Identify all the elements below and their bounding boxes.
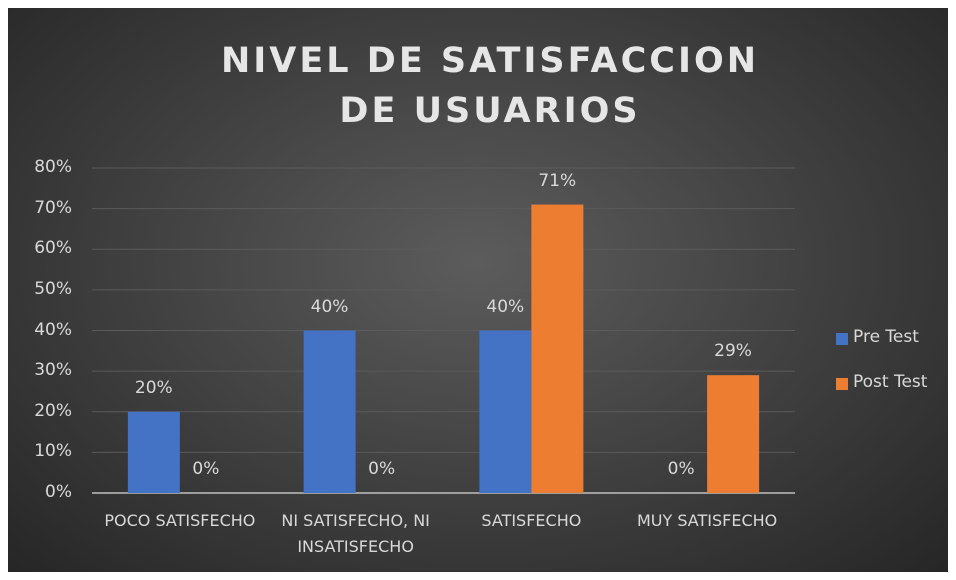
y-tick-label: 40% <box>34 319 72 340</box>
data-label: 40% <box>486 296 525 317</box>
chart-title: NIVEL DE SATISFACCION DE USUARIOS <box>220 41 760 131</box>
data-label: 0% <box>368 459 396 479</box>
legend-swatch <box>836 333 848 345</box>
plot <box>92 167 848 494</box>
data-label: 20% <box>134 377 173 398</box>
bar <box>127 411 180 493</box>
data-label: 0% <box>192 459 220 479</box>
legend-label: Post Test <box>853 372 928 392</box>
y-tick-label: 50% <box>34 278 72 299</box>
chart: NIVEL DE SATISFACCION DE USUARIOS 0% 10% 2… <box>8 8 948 572</box>
bar <box>531 204 584 493</box>
y-tick-label: 10% <box>34 441 72 462</box>
data-label: 0% <box>667 459 695 479</box>
legend-label: Pre Test <box>853 327 919 347</box>
x-tick-label: NI SATISFECHO, NI INSATISFECHO <box>281 511 430 556</box>
bar <box>303 330 356 493</box>
y-tick-label: 70% <box>34 197 72 218</box>
bar <box>479 330 532 493</box>
data-label: 40% <box>310 296 349 317</box>
bar <box>707 375 760 493</box>
data-label: 71% <box>538 170 577 191</box>
legend-swatch <box>836 378 848 390</box>
x-tick-label: POCO SATISFECHO <box>104 511 256 530</box>
y-tick-label: 30% <box>34 360 72 381</box>
x-tick-label: MUY SATISFECHO <box>636 511 778 530</box>
x-tick-label: SATISFECHO <box>481 511 582 530</box>
y-tick-label: 80% <box>34 157 72 177</box>
data-label: 29% <box>714 341 752 362</box>
y-tick-label: 0% <box>45 482 72 502</box>
y-tick-label: 60% <box>34 238 72 259</box>
y-tick-label: 20% <box>34 400 72 421</box>
